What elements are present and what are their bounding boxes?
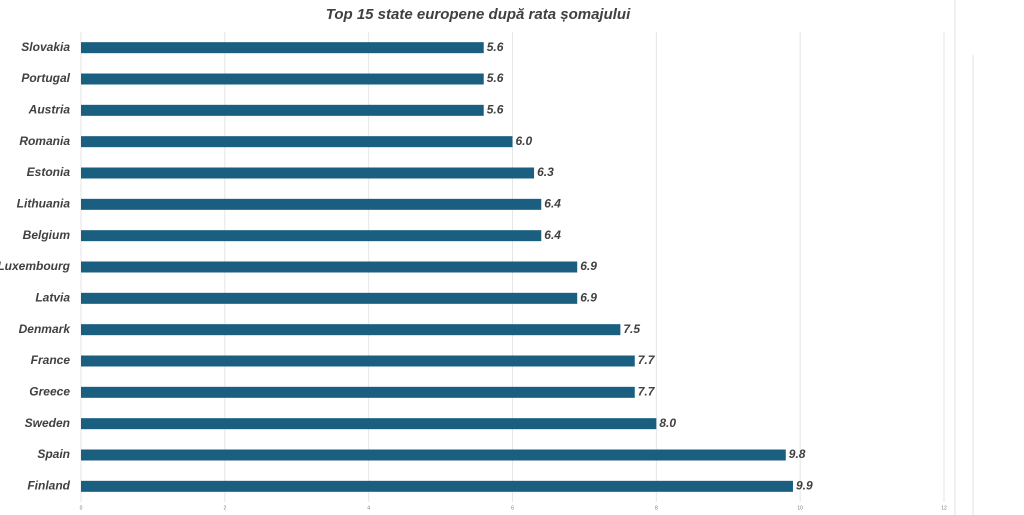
- bar: [81, 292, 578, 304]
- y-tick-label: Finland: [27, 479, 70, 493]
- y-tick-label: Luxembourg: [0, 259, 71, 273]
- x-tick-label: 4: [367, 505, 370, 511]
- bar: [81, 449, 786, 461]
- value-label: 8.0: [659, 416, 676, 430]
- value-label: 6.4: [544, 197, 561, 211]
- y-tick-label: Portugal: [21, 71, 70, 85]
- y-tick-label: Greece: [29, 385, 70, 399]
- bar: [81, 198, 542, 210]
- y-tick-label: Sweden: [25, 416, 70, 430]
- value-label: 6.9: [580, 291, 597, 305]
- bar: [81, 167, 535, 179]
- y-tick-label: Romania: [19, 134, 70, 148]
- bar: [81, 230, 542, 242]
- y-tick-label: Estonia: [27, 165, 71, 179]
- value-label: 5.6: [487, 71, 504, 85]
- bar: [81, 73, 484, 85]
- bar: [81, 418, 657, 430]
- bar: [81, 261, 578, 273]
- value-label: 6.4: [544, 228, 561, 242]
- y-tick-label: Slovakia: [21, 40, 70, 54]
- value-label: 7.7: [638, 353, 656, 367]
- bar: [81, 355, 635, 367]
- bar: [81, 480, 793, 492]
- value-label: 5.6: [487, 103, 504, 117]
- value-label: 5.6: [487, 40, 504, 54]
- chart-title: Top 15 state europene după rata șomajulu…: [326, 6, 631, 23]
- bar: [81, 42, 484, 54]
- bar: [81, 386, 635, 398]
- x-tick-label: 6: [511, 505, 514, 511]
- value-label: 6.0: [516, 134, 533, 148]
- bar: [81, 136, 513, 148]
- y-tick-label: Lithuania: [17, 197, 71, 211]
- value-label: 9.9: [796, 479, 813, 493]
- x-tick-label: 8: [655, 505, 658, 511]
- bar: [81, 104, 484, 116]
- x-tick-label: 2: [223, 505, 226, 511]
- value-label: 7.7: [638, 385, 656, 399]
- bar: [81, 324, 621, 336]
- y-tick-label: Latvia: [35, 291, 70, 305]
- x-tick-label: 12: [941, 505, 947, 511]
- value-label: 6.3: [537, 165, 554, 179]
- y-tick-label: France: [31, 353, 71, 367]
- value-label: 7.5: [623, 322, 640, 336]
- x-tick-label: 0: [80, 505, 83, 511]
- value-label: 6.9: [580, 259, 597, 273]
- y-tick-label: Spain: [37, 447, 70, 461]
- value-label: 9.8: [789, 447, 806, 461]
- y-tick-label: Austria: [28, 103, 71, 117]
- y-tick-label: Denmark: [19, 322, 72, 336]
- y-tick-label: Belgium: [23, 228, 71, 242]
- x-tick-label: 10: [797, 505, 803, 511]
